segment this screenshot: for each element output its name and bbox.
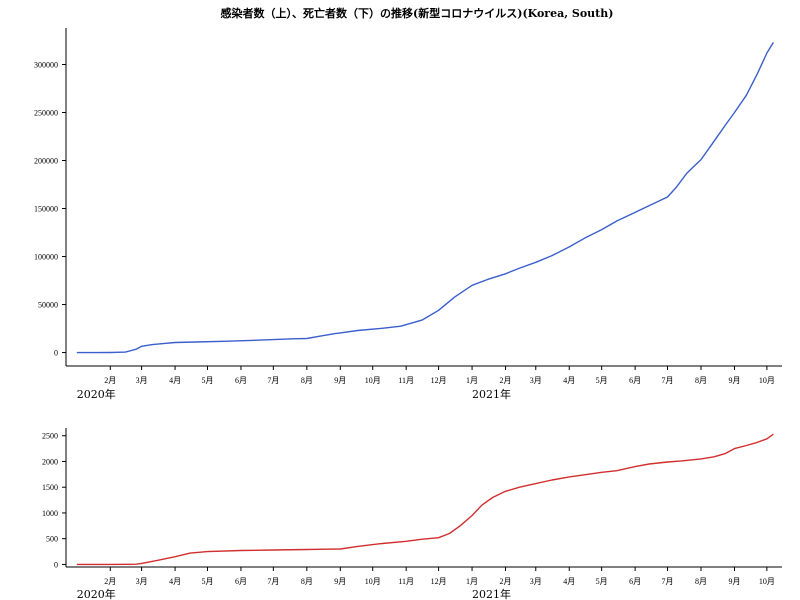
y-tick-label: 100000	[34, 253, 58, 262]
y-tick-label: 2500	[42, 432, 58, 441]
x-tick-label: 5月	[596, 376, 608, 385]
y-tick-label: 500	[46, 535, 58, 544]
x-tick-label: 6月	[235, 577, 247, 586]
x-tick-label: 2月	[500, 376, 512, 385]
x-tick-label: 6月	[629, 376, 641, 385]
x-tick-label: 7月	[267, 577, 279, 586]
x-tick-label: 11月	[398, 577, 414, 586]
x-tick-label: 4月	[563, 577, 575, 586]
x-tick-label: 4月	[169, 376, 181, 385]
y-tick-label: 300000	[34, 60, 58, 69]
x-tick-label: 1月	[466, 376, 478, 385]
x-tick-label: 10月	[759, 376, 775, 385]
x-tick-label: 7月	[662, 577, 674, 586]
y-tick-label: 50000	[38, 301, 58, 310]
chart-title: 感染者数（上）、死亡者数（下）の推移(新型コロナウイルス)(Korea, Sou…	[221, 6, 614, 20]
x-tick-label: 4月	[169, 577, 181, 586]
x-tick-label: 3月	[530, 577, 542, 586]
x-tick-label: 8月	[695, 577, 707, 586]
year-label: 2020年	[77, 587, 116, 600]
y-tick-label: 1000	[42, 509, 58, 518]
x-tick-label: 3月	[136, 376, 148, 385]
x-tick-label: 1月	[466, 577, 478, 586]
x-tick-label: 2月	[104, 376, 116, 385]
x-tick-label: 3月	[136, 577, 148, 586]
y-tick-label: 1500	[42, 483, 58, 492]
deaths-panel: 0 500 1000 1500 2000 2500 2月 3月 4月 5月 6月 7月 8月 9月 10月 1…	[42, 428, 782, 600]
x-tick-label: 9月	[728, 577, 740, 586]
x-tick-label: 5月	[201, 577, 213, 586]
x-tick-label: 10月	[365, 376, 381, 385]
x-tick-label: 9月	[334, 376, 346, 385]
y-tick-label: 150000	[34, 205, 58, 214]
y-tick-label: 200000	[34, 157, 58, 166]
x-tick-label: 2月	[104, 577, 116, 586]
x-tick-label: 3月	[530, 376, 542, 385]
x-tick-label: 6月	[629, 577, 641, 586]
x-tick-label: 2月	[500, 577, 512, 586]
cases-series-line	[76, 42, 774, 354]
x-tick-label: 8月	[301, 577, 313, 586]
x-tick-label: 7月	[267, 376, 279, 385]
year-label: 2021年	[472, 387, 511, 401]
x-tick-label: 4月	[563, 376, 575, 385]
x-tick-label: 10月	[759, 577, 775, 586]
x-tick-label: 11月	[398, 376, 414, 385]
y-tick-label: 0	[54, 560, 58, 569]
x-tick-label: 8月	[695, 376, 707, 385]
x-tick-label: 5月	[596, 577, 608, 586]
y-tick-label: 0	[54, 349, 58, 358]
x-tick-label: 10月	[365, 577, 381, 586]
year-label: 2020年	[77, 387, 116, 401]
x-tick-label: 5月	[201, 376, 213, 385]
y-tick-label: 250000	[34, 109, 58, 118]
y-tick-label: 2000	[42, 457, 58, 466]
deaths-series-line	[76, 433, 774, 566]
x-tick-label: 12月	[431, 577, 447, 586]
year-label: 2021年	[472, 587, 511, 600]
x-tick-label: 9月	[728, 376, 740, 385]
cases-panel: 0 50000 100000 150000 200000 250000 300000 2月 3月…	[34, 28, 782, 401]
x-tick-label: 7月	[662, 376, 674, 385]
x-tick-label: 12月	[431, 376, 447, 385]
x-tick-label: 6月	[235, 376, 247, 385]
x-tick-label: 9月	[334, 577, 346, 586]
x-tick-label: 8月	[301, 376, 313, 385]
